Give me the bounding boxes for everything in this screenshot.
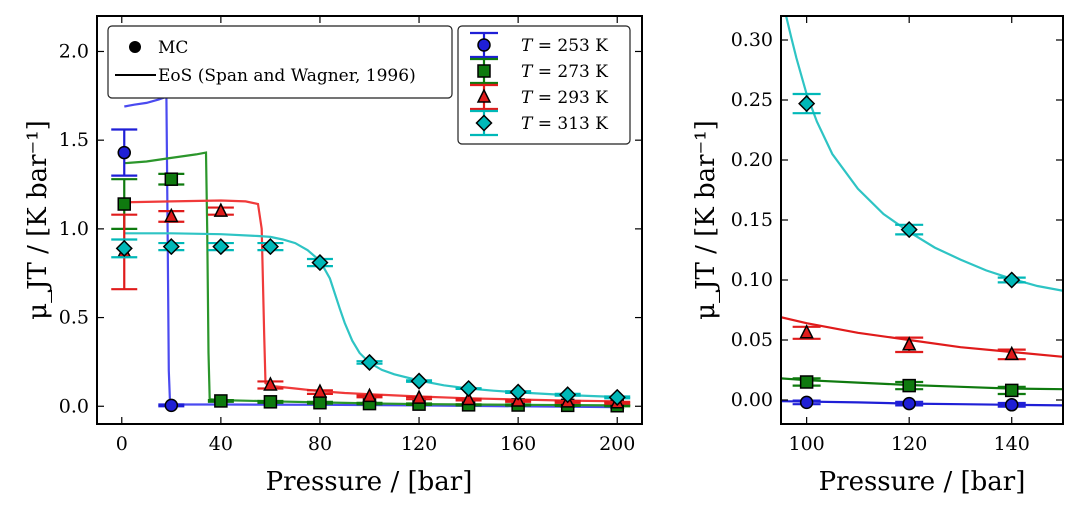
right-x-axis-label: Pressure / [bar] bbox=[819, 467, 1026, 497]
right-mc-point-diamond bbox=[900, 221, 918, 239]
right-y-tick-label: 0.25 bbox=[731, 89, 773, 111]
right-eos-curve-diamond bbox=[785, 16, 1063, 292]
left-mc-point-square bbox=[263, 395, 278, 409]
right-ticks: 100 120 140 0.00 0.05 0.10 0.15 0.20 0.25 0.30 bbox=[731, 16, 1063, 455]
left-mc-point-circle bbox=[117, 145, 131, 160]
legend-label-253: T = 253 K bbox=[521, 36, 608, 56]
left-eos-curve-circle bbox=[124, 93, 618, 409]
left-mc-point-triangle bbox=[164, 207, 179, 223]
left-mc-point-diamond bbox=[162, 238, 180, 256]
left-mc-point-diamond bbox=[608, 388, 626, 406]
left-mc-point-diamond bbox=[509, 383, 527, 401]
right-mc-point-circle bbox=[799, 395, 814, 410]
right-y-tick-label: 0.20 bbox=[731, 149, 773, 171]
right-mc-point-diamond bbox=[798, 95, 816, 113]
left-mc-point-triangle bbox=[411, 389, 427, 404]
right-mc-point-circle bbox=[1004, 398, 1019, 412]
left-mc-point-diamond bbox=[360, 353, 379, 372]
right-chart: 100 120 140 0.00 0.05 0.10 0.15 0.20 0.25 0.30 Pr… bbox=[691, 15, 1064, 497]
left-chart: 0 40 80 120 160 200 0.0 0.5 1.0 1.5 2.0 Pressure /… bbox=[23, 15, 643, 497]
right-mc-point-triangle bbox=[901, 336, 917, 351]
right-x-tick-label: 100 bbox=[789, 433, 825, 455]
left-eos-curve-triangle bbox=[124, 199, 618, 403]
left-mc-point-diamond bbox=[261, 238, 279, 256]
left-x-tick-label: 80 bbox=[308, 433, 332, 455]
left-x-tick-label: 200 bbox=[599, 433, 635, 455]
left-mc-point-diamond bbox=[212, 238, 230, 256]
left-ticks: 0 40 80 120 160 200 0.0 0.5 1.0 1.5 2.0 bbox=[59, 16, 642, 455]
right-mc-point-triangle bbox=[799, 324, 814, 339]
legend-label-293: T = 293 K bbox=[521, 88, 608, 108]
right-mc-point-triangle bbox=[1004, 345, 1019, 361]
left-mc-point-triangle bbox=[213, 202, 229, 217]
right-mc-point-circle bbox=[902, 396, 916, 411]
left-y-tick-label: 2.0 bbox=[59, 40, 89, 62]
left-mc-point-triangle bbox=[362, 387, 377, 403]
left-x-tick-label: 0 bbox=[116, 433, 128, 455]
left-mc-point-diamond bbox=[460, 379, 478, 398]
legend-markers: MC EoS (Span and Wagner, 1996) bbox=[107, 25, 453, 99]
left-mc-point-diamond bbox=[410, 372, 428, 390]
left-y-tick-label: 0.5 bbox=[59, 307, 89, 329]
left-x-tick-label: 160 bbox=[500, 433, 536, 455]
right-mc-point-square bbox=[1004, 383, 1019, 398]
left-y-tick-label: 1.5 bbox=[59, 129, 89, 151]
left-y-axis-label: μ_JT / [K bar⁻¹] bbox=[23, 120, 53, 320]
left-mc-point-triangle bbox=[461, 390, 476, 406]
left-mc-point-diamond bbox=[559, 386, 577, 404]
left-mc-point-triangle bbox=[312, 383, 328, 398]
right-mc-point-diamond bbox=[1003, 271, 1021, 289]
legend-marker-square bbox=[477, 64, 491, 78]
right-eos-curves bbox=[781, 16, 1063, 407]
left-y-tick-label: 0.0 bbox=[59, 395, 89, 417]
left-plot-frame bbox=[96, 15, 643, 425]
right-mc-points bbox=[792, 92, 1026, 412]
left-mc-point-diamond bbox=[311, 254, 329, 272]
left-y-tick-label: 1.0 bbox=[59, 218, 89, 240]
legend-mc-marker bbox=[129, 41, 141, 53]
left-eos-curve-diamond bbox=[124, 232, 618, 399]
left-mc-point-square bbox=[313, 395, 327, 410]
legend-eos-label: EoS (Span and Wagner, 1996) bbox=[158, 66, 416, 86]
left-mc-point-square bbox=[117, 197, 131, 211]
right-y-tick-label: 0.05 bbox=[731, 329, 773, 351]
left-mc-point-square bbox=[164, 172, 179, 186]
right-eos-curve-circle bbox=[781, 400, 1063, 407]
left-x-tick-label: 40 bbox=[209, 433, 233, 455]
right-y-tick-label: 0.30 bbox=[731, 29, 773, 51]
left-x-tick-label: 120 bbox=[401, 433, 437, 455]
right-mc-point-square bbox=[902, 378, 916, 393]
legend-label-273: T = 273 K bbox=[521, 62, 608, 82]
legend-temperatures: T = 253 K T = 273 K T = 293 K T = 313 K bbox=[457, 25, 631, 145]
left-mc-points bbox=[111, 128, 631, 413]
right-y-tick-label: 0.15 bbox=[731, 209, 773, 231]
right-y-tick-label: 0.00 bbox=[731, 389, 773, 411]
left-mc-point-square bbox=[214, 394, 228, 408]
right-x-tick-label: 140 bbox=[994, 433, 1030, 455]
right-y-tick-label: 0.10 bbox=[731, 269, 773, 291]
left-mc-point-triangle bbox=[263, 376, 278, 391]
legend-marker-triangle bbox=[476, 88, 492, 103]
left-mc-point-circle bbox=[164, 398, 179, 413]
left-x-axis-label: Pressure / [bar] bbox=[266, 467, 473, 497]
legend-label-313: T = 313 K bbox=[521, 114, 608, 134]
legend-marker-circle bbox=[477, 38, 491, 52]
right-plot-frame bbox=[780, 15, 1064, 425]
left-mc-point-diamond bbox=[115, 239, 133, 257]
right-x-tick-label: 120 bbox=[891, 433, 927, 455]
right-y-axis-label: μ_JT / [K bar⁻¹] bbox=[691, 120, 721, 320]
legend-marker-diamond bbox=[475, 114, 493, 132]
legend-mc-label: MC bbox=[158, 38, 188, 58]
right-mc-point-square bbox=[799, 375, 814, 389]
